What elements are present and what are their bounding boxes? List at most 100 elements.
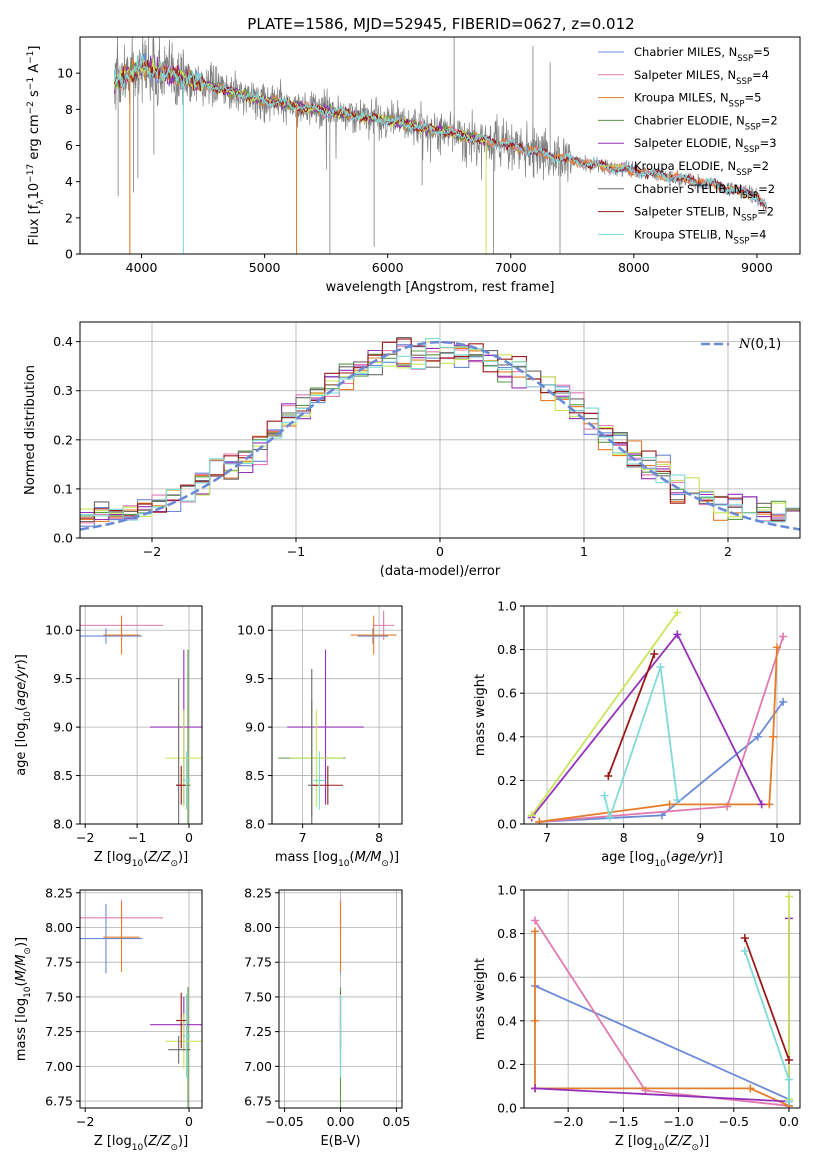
y-tick-label: 4	[65, 174, 73, 189]
weight-point-marker	[779, 697, 788, 706]
legend-entry: Chabrier STELIB, NSSP=2	[634, 182, 775, 201]
x-tick-label: 9000	[741, 260, 773, 275]
y-tick-label: 1.0	[497, 599, 517, 614]
x-tick-label: 9	[696, 830, 704, 845]
plot-area-age-vs-Z	[80, 606, 202, 824]
y-tick-label: 0.4	[53, 334, 73, 349]
weight-point-marker	[746, 1084, 755, 1093]
weight-point-marker	[765, 800, 774, 809]
axes-weight-vs-Z: −2.0 −1.5 −1.0 −0.5 0.0 0.0 0.2 0.4 0.6 0.8 1.0 Z […	[473, 883, 801, 1153]
figure-title: PLATE=1586, MJD=52945, FIBERID=0627, z=0…	[247, 15, 634, 33]
y-tick-label: 0	[65, 247, 73, 262]
errorbar-point	[350, 615, 397, 655]
weight-point-marker	[740, 933, 749, 942]
x-axis-label: mass [log10(M/M⊙)]	[275, 850, 399, 869]
x-tick-label: 7	[543, 830, 551, 845]
x-tick-label: 2	[724, 544, 732, 559]
axes-frame	[79, 605, 203, 825]
y-tick-label: 8.5	[53, 768, 73, 783]
y-tick-label: 7.50	[244, 989, 272, 1004]
y-tick-label: 0.2	[53, 432, 73, 447]
plot-area-spectrum	[114, 37, 767, 254]
weight-point-marker	[769, 732, 778, 741]
y-tick-label: 7.00	[244, 1059, 272, 1074]
y-tick-label: 0.8	[497, 926, 517, 941]
x-tick-label: 0	[436, 544, 444, 559]
weight-point-marker	[784, 1056, 793, 1065]
plot-area-mass-vs-ebv	[279, 890, 402, 1108]
x-tick-label: 10	[769, 830, 785, 845]
axes-histogram: −2 −1 0 1 2 0.0 0.1 0.2 0.3 0.4 (data-model)/error…	[23, 321, 801, 579]
errorbar-point	[182, 994, 191, 1078]
weight-point-marker	[531, 927, 540, 936]
weight-series-line	[743, 937, 790, 1061]
legend-entry: Salpeter MILES, NSSP=4	[634, 68, 769, 87]
x-tick-label: 7	[299, 830, 307, 845]
plot-area-histogram	[80, 322, 800, 538]
errorbar-point	[313, 751, 326, 810]
x-tick-label: 0	[185, 830, 193, 845]
y-tick-label: 1.0	[497, 883, 517, 898]
y-tick-label: 0.2	[497, 1057, 517, 1072]
spectrum-model-line	[114, 54, 767, 208]
y-tick-label: 7.50	[45, 989, 73, 1004]
y-tick-label: 6.75	[244, 1094, 272, 1109]
weight-series-line	[530, 611, 679, 816]
errorbar-point	[176, 765, 187, 805]
y-axis-label: mass [log10(M/M⊙)]	[14, 937, 33, 1061]
x-tick-label: −2	[76, 830, 94, 845]
y-tick-label: 2	[65, 210, 73, 225]
x-tick-label: 8	[620, 830, 628, 845]
weight-point-marker	[784, 1075, 793, 1084]
errorbar-point	[312, 765, 344, 805]
weight-point-marker	[673, 608, 682, 617]
errorbar-point	[103, 902, 140, 972]
plot-area-mass-vs-Z	[80, 890, 202, 1108]
axes-age-vs-Z: −2 −1 0 8.0 8.5 9.0 9.5 10.0 Z [log10(Z/Z⊙)] age …	[14, 605, 203, 869]
weight-point-marker	[779, 632, 788, 641]
histogram-legend: N(0,1)	[701, 337, 781, 352]
weight-point-marker	[673, 630, 682, 639]
x-axis-label: Z [log10(Z/Z⊙)]	[94, 1134, 188, 1153]
x-tick-label: 6000	[372, 260, 404, 275]
x-tick-label: −1	[287, 544, 305, 559]
y-tick-label: 8.00	[244, 920, 272, 935]
weight-series-line	[607, 653, 656, 777]
axes-frame	[79, 889, 203, 1109]
y-tick-label: 7.75	[45, 955, 73, 970]
x-tick-label: −1.0	[663, 1114, 693, 1129]
errorbar-point	[80, 903, 143, 974]
x-tick-label: 0.05	[382, 1114, 410, 1129]
errorbar-point	[103, 615, 140, 655]
y-tick-label: 7.25	[244, 1024, 272, 1039]
weight-point-marker	[656, 663, 665, 672]
axes-frame	[271, 605, 403, 825]
y-tick-label: 0.8	[497, 642, 517, 657]
x-tick-label: 8000	[618, 260, 650, 275]
legend-entry: Kroupa STELIB, NSSP=4	[634, 227, 766, 246]
histogram-step	[80, 338, 800, 522]
spectrum-legend: Chabrier MILES, NSSP=5 Salpeter MILES, NS…	[598, 45, 778, 246]
errorbar-point	[165, 1013, 202, 1070]
x-tick-label: 0	[185, 1114, 193, 1129]
y-tick-label: 0.3	[53, 383, 73, 398]
weight-series-line	[539, 701, 784, 823]
weight-point-marker	[605, 813, 614, 822]
histogram-step	[80, 338, 800, 523]
weight-point-marker	[531, 1084, 540, 1093]
legend-entry: Salpeter STELIB, NSSP=2	[634, 205, 774, 224]
y-tick-label: 0.0	[497, 817, 517, 832]
x-axis-label: E(B-V)	[320, 1134, 360, 1149]
y-tick-label: 0.4	[497, 1013, 517, 1028]
y-tick-label: 8	[65, 102, 73, 117]
weight-point-marker	[600, 791, 609, 800]
plot-area-age-vs-mass	[272, 606, 402, 824]
weight-series-line	[530, 633, 763, 819]
weight-point-marker	[531, 1016, 540, 1025]
y-tick-label: 0.2	[497, 773, 517, 788]
weight-point-marker	[753, 732, 762, 741]
plot-area-weight-vs-Z	[524, 890, 800, 1108]
y-axis-label: mass weight	[473, 958, 488, 1040]
y-tick-label: 9.5	[245, 671, 265, 686]
